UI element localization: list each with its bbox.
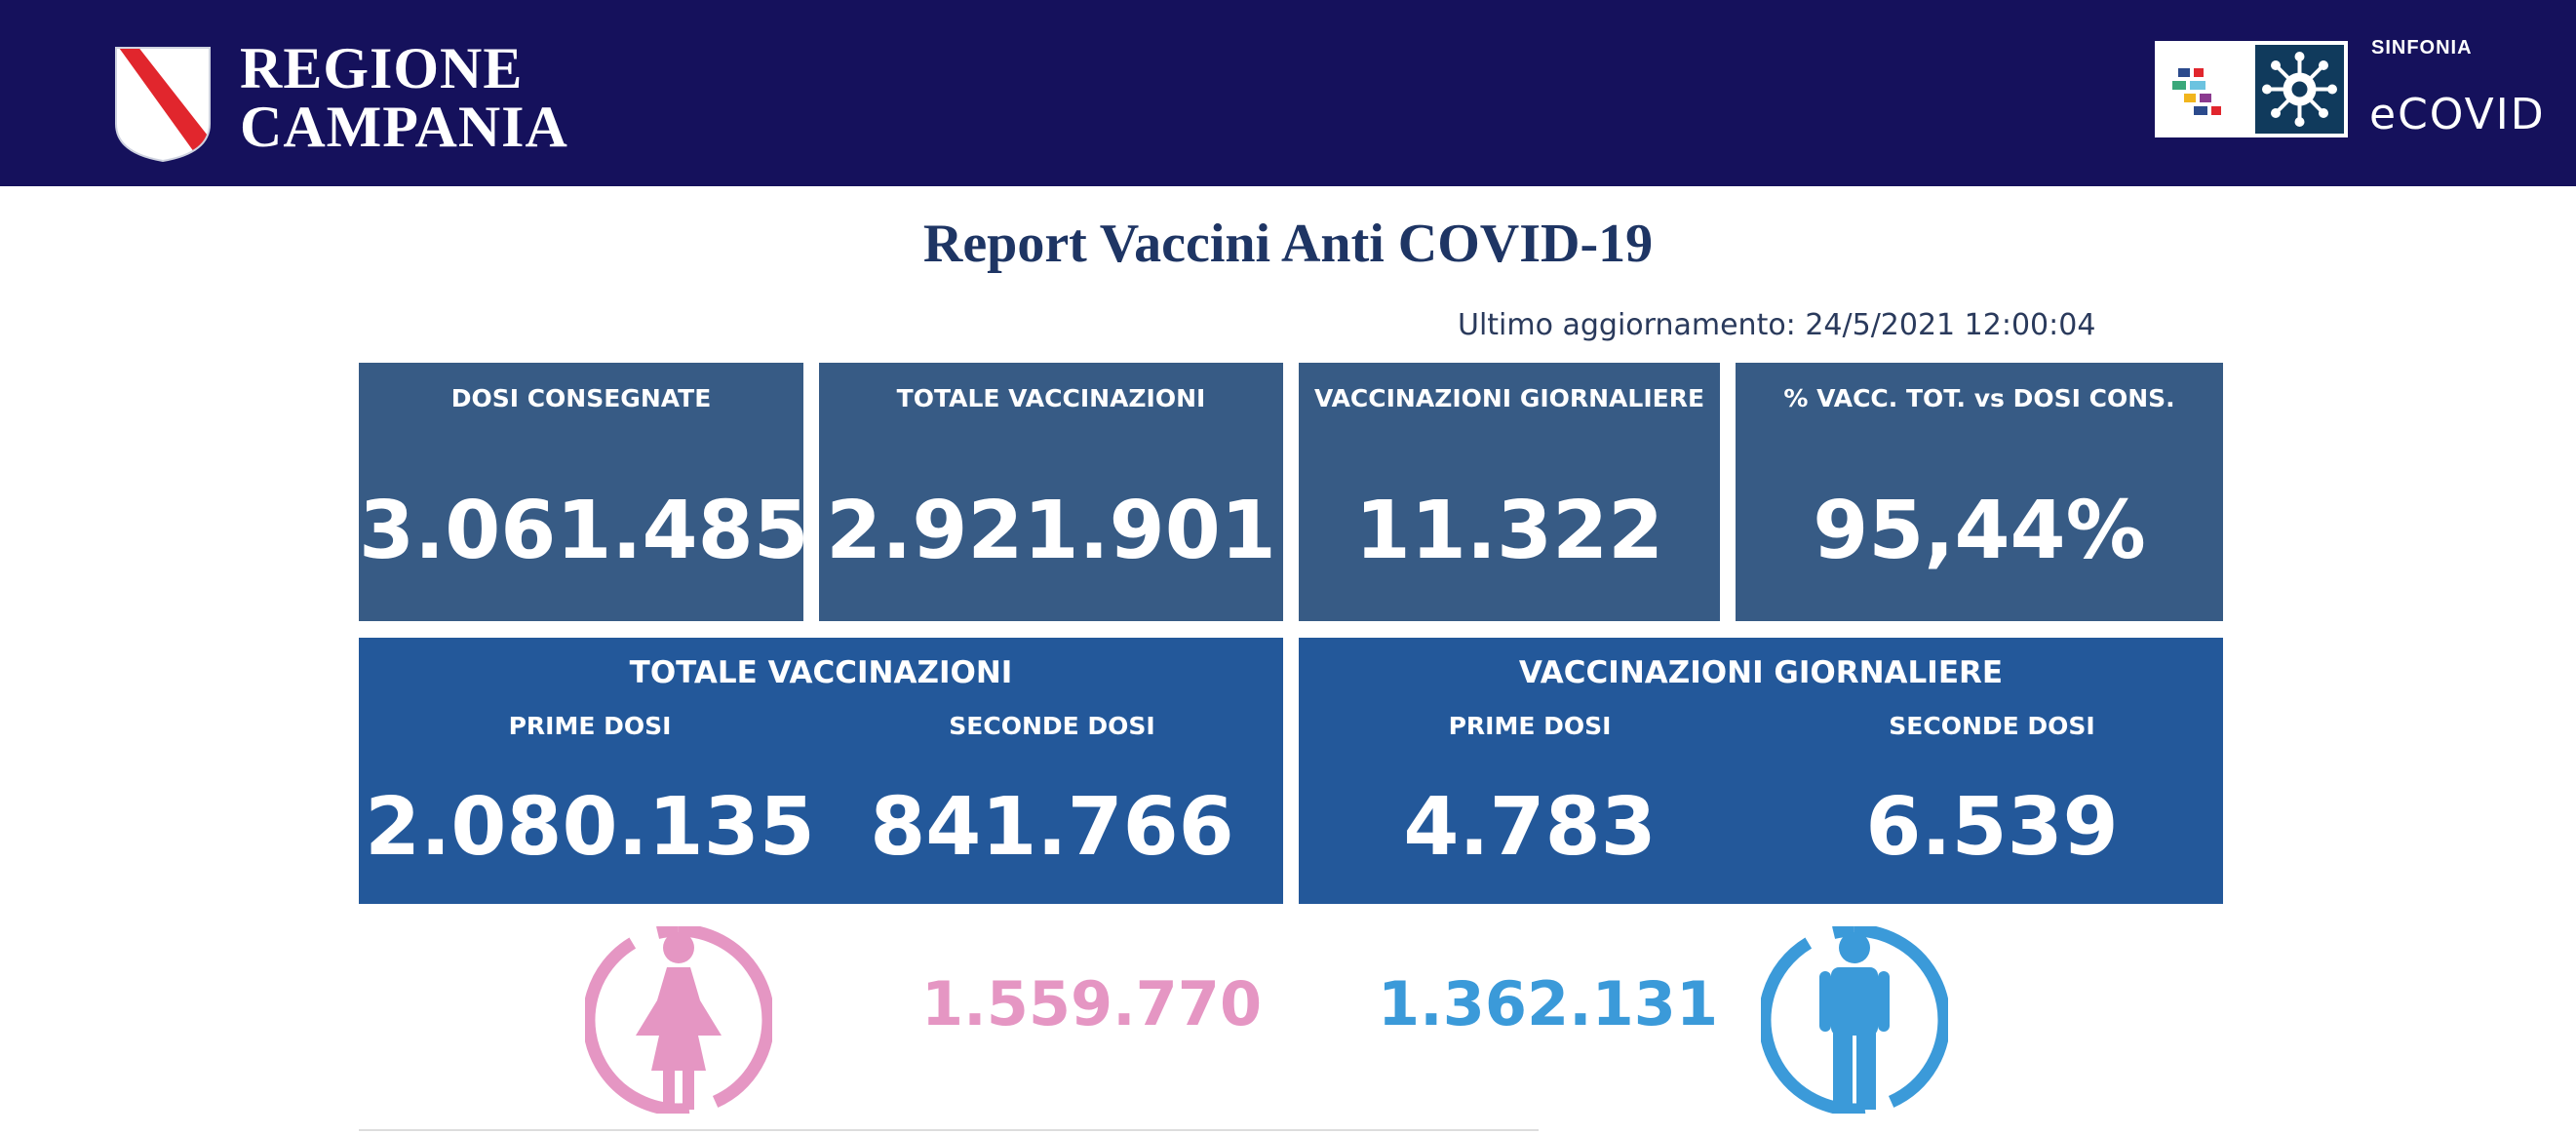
group-title: TOTALE VACCINAZIONI [629, 655, 1013, 690]
second-doses-label: SECONDE DOSI [1889, 712, 2095, 740]
daily-vaccinations-breakdown: VACCINAZIONI GIORNALIERE PRIME DOSI 4.78… [1299, 638, 2223, 904]
second-doses-value: 6.539 [1865, 781, 2119, 874]
kpi-value: 2.921.901 [826, 485, 1276, 577]
first-doses-label: PRIME DOSI [508, 712, 672, 740]
region-crest-icon [115, 47, 211, 163]
region-name-line1: REGIONE [240, 36, 524, 100]
kpi-card-total-vaccinations: TOTALE VACCINAZIONI 2.921.901 [819, 363, 1283, 621]
first-doses-value: 4.783 [1403, 781, 1657, 874]
female-person-icon [585, 926, 772, 1114]
brand-name: eCOVID [2369, 90, 2546, 139]
brand-small-label: SINFONIA [2371, 37, 2473, 59]
female-vaccinations-value: 1.559.770 [921, 968, 1263, 1039]
sinfonia-mosaic-icon [2172, 68, 2221, 115]
first-doses-panel: PRIME DOSI 4.783 [1299, 638, 1761, 904]
first-doses-label: PRIME DOSI [1448, 712, 1612, 740]
kpi-value: 95,44% [1813, 485, 2146, 577]
top-banner: REGIONE CAMPANIA [0, 0, 2576, 186]
first-doses-value: 2.080.135 [365, 781, 815, 874]
male-person-icon [1761, 926, 1948, 1114]
kpi-card-daily-vaccinations: VACCINAZIONI GIORNALIERE 11.322 [1299, 363, 1720, 621]
first-doses-panel: PRIME DOSI 2.080.135 [359, 638, 821, 904]
male-vaccinations-value: 1.362.131 [1378, 968, 1719, 1039]
sinfonia-logo [2155, 41, 2348, 137]
second-doses-label: SECONDE DOSI [949, 712, 1155, 740]
kpi-card-delivered-doses: DOSI CONSEGNATE 3.061.485 [359, 363, 809, 621]
second-doses-panel: SECONDE DOSI 841.766 [821, 638, 1283, 904]
kpi-label: DOSI CONSEGNATE [450, 384, 712, 412]
region-name: REGIONE CAMPANIA [240, 39, 568, 156]
last-update-timestamp: Ultimo aggiornamento: 24/5/2021 12:00:04 [1458, 308, 2096, 342]
kpi-label: VACCINAZIONI GIORNALIERE [1313, 384, 1705, 412]
kpi-label: % VACC. TOT. vs DOSI CONS. [1783, 384, 2175, 412]
total-vaccinations-breakdown: TOTALE VACCINAZIONI PRIME DOSI 2.080.135… [359, 638, 1283, 904]
kpi-value: 3.061.485 [359, 485, 809, 577]
divider-line [359, 1129, 1539, 1131]
second-doses-panel: SECONDE DOSI 6.539 [1761, 638, 2223, 904]
kpi-label: TOTALE VACCINAZIONI [896, 384, 1206, 412]
page-title: Report Vaccini Anti COVID-19 [922, 214, 1654, 274]
group-title: VACCINAZIONI GIORNALIERE [1518, 655, 2004, 690]
kpi-value: 11.322 [1354, 485, 1664, 577]
region-name-line2: CAMPANIA [240, 95, 568, 159]
second-doses-value: 841.766 [870, 781, 1234, 874]
virus-logo-tile [2255, 45, 2344, 134]
kpi-card-vaccination-percentage: % VACC. TOT. vs DOSI CONS. 95,44% [1736, 363, 2223, 621]
virus-icon [2262, 52, 2337, 127]
